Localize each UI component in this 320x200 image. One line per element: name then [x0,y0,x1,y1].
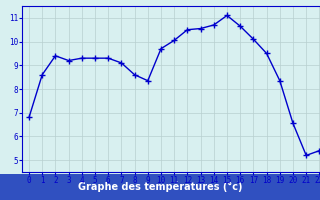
Text: Graphe des températures (°c): Graphe des températures (°c) [78,182,242,192]
